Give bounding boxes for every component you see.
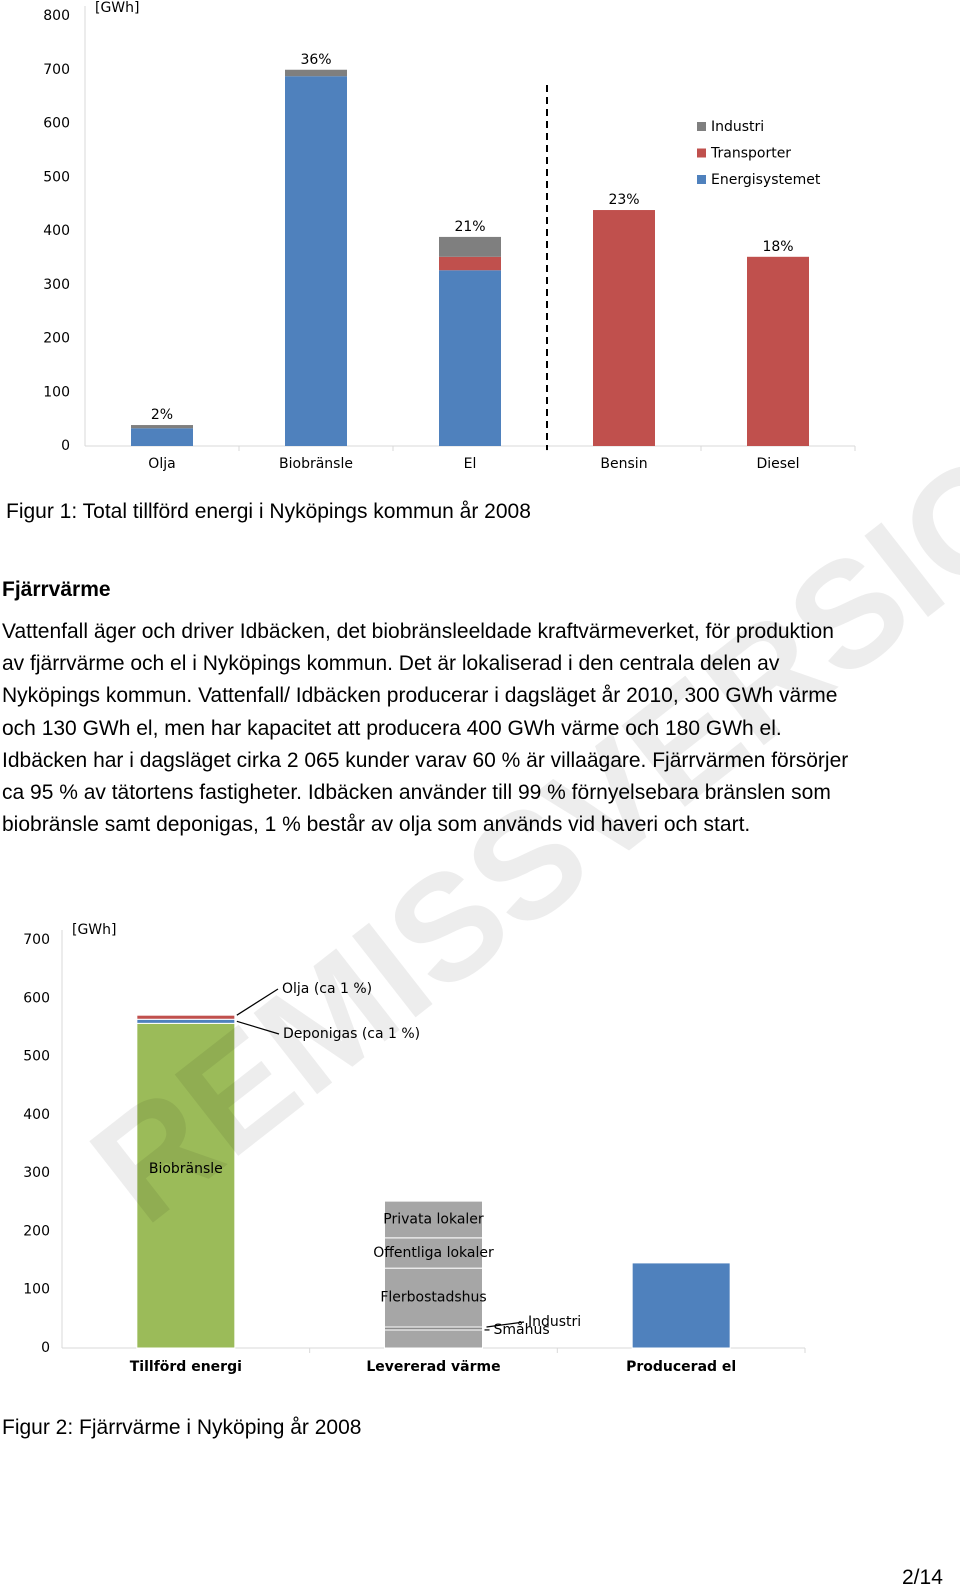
bar-label: 18% (762, 239, 793, 255)
callout-arrow (236, 1020, 280, 1035)
segment-label: Biobränsle (149, 1161, 223, 1177)
y-tick-label: 400 (43, 223, 70, 239)
y-tick-label: 700 (43, 62, 70, 78)
bar-label: 23% (608, 192, 639, 208)
callout-arrow (486, 1321, 525, 1328)
y-tick-label: 0 (61, 438, 70, 454)
bar-segment (131, 428, 193, 446)
bar-label: 2% (151, 407, 173, 423)
bar-segment (439, 256, 501, 271)
bar-segment (384, 1200, 483, 1239)
x-tick-label: Biobränsle (279, 456, 353, 472)
x-tick-label: Levererad värme (366, 1359, 500, 1375)
bar-segment (384, 1329, 483, 1349)
y-tick-label: 700 (23, 932, 50, 948)
y-tick-label: 300 (23, 1165, 50, 1181)
heading: Fjärrvärme (2, 578, 111, 601)
x-tick-label: Tillförd energi (130, 1359, 242, 1375)
y-tick-label: 200 (43, 331, 70, 347)
x-tick-label: Olja (148, 456, 175, 472)
bar-label: 36% (300, 52, 331, 68)
y-tick-label: 800 (43, 8, 70, 24)
bar-segment (439, 270, 501, 446)
bar-segment (384, 1267, 483, 1328)
segment-label: Flerbostadshus (380, 1290, 486, 1306)
figure-caption: Figur 1: Total tillförd energi i Nyköpin… (6, 500, 531, 523)
callout-label: Deponigas (ca 1 %) (283, 1026, 420, 1042)
x-tick-label: Bensin (600, 456, 647, 472)
unit-label: [GWh] (95, 0, 140, 16)
chart: 0 100 200 300 400 500 600 700 [GWh] Tillförd ener… (23, 922, 806, 1375)
bar-segment (136, 1014, 236, 1020)
y-tick-label: 500 (23, 1049, 50, 1065)
unit-label: [GWh] (72, 922, 117, 938)
legend-label: Energisystemet (711, 172, 821, 188)
segment-label: Offentliga lokaler (373, 1245, 494, 1261)
x-tick-label: Diesel (756, 456, 799, 472)
legend-swatch (697, 148, 706, 158)
legend-label: Transporter (710, 146, 791, 162)
bar-segment (136, 1022, 236, 1349)
bar-segment (285, 76, 347, 446)
legend-label: Industri (711, 119, 764, 135)
y-tick-label: 0 (41, 1340, 50, 1356)
bar-segment (593, 210, 655, 446)
paragraph: Vattenfall äger och driver Idbäcken, det… (2, 620, 849, 837)
x-tick-label: El (464, 456, 477, 472)
callout-label: Småhus (494, 1321, 550, 1338)
bar-segment (384, 1237, 483, 1269)
bar-segment (285, 69, 347, 77)
page-number: 2/14 (902, 1566, 943, 1589)
y-tick-label: 600 (43, 116, 70, 132)
legend-swatch (697, 122, 706, 131)
bar-label: 21% (454, 219, 485, 235)
bar-segment (439, 236, 501, 257)
figure-caption: Figur 2: Fjärrvärme i Nyköping år 2008 (2, 1416, 362, 1439)
y-tick-label: 500 (43, 169, 70, 185)
y-tick-label: 300 (43, 277, 70, 293)
bar-segment (631, 1262, 731, 1349)
callout-arrow (236, 988, 279, 1016)
y-tick-label: 100 (43, 384, 70, 400)
bar-segment (131, 425, 193, 429)
legend-swatch (697, 175, 706, 184)
chart: 0 100 200 300 400 500 600 700 800 [GWh] Olja Biobrä… (43, 0, 856, 472)
y-tick-label: 600 (23, 990, 50, 1006)
y-tick-label: 400 (23, 1107, 50, 1123)
segment-label: Privata lokaler (383, 1211, 484, 1227)
x-tick-label: Producerad el (626, 1359, 736, 1375)
y-tick-label: 100 (23, 1282, 50, 1298)
bar-segment (136, 1018, 236, 1024)
callout-label: Olja (ca 1 %) (282, 981, 372, 997)
callout-label: Industri (528, 1314, 581, 1330)
y-tick-label: 200 (23, 1223, 50, 1239)
bar-segment (747, 256, 809, 446)
